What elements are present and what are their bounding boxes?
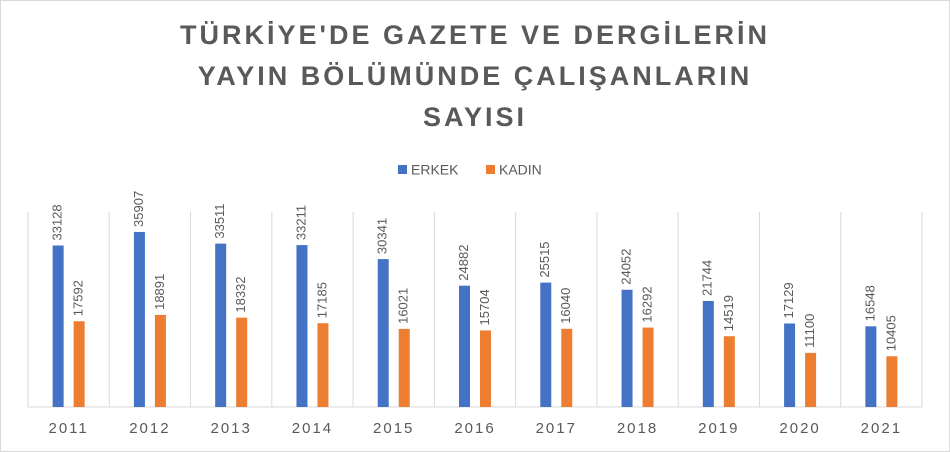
data-label: 33511 (212, 203, 227, 238)
bar (540, 282, 552, 407)
bar (296, 245, 308, 407)
bar (317, 323, 329, 407)
bar (133, 231, 145, 407)
bar (480, 330, 491, 407)
data-label: 17592 (71, 280, 86, 316)
bar (459, 285, 470, 407)
data-label: 25515 (537, 241, 552, 277)
data-label: 16021 (396, 288, 411, 324)
data-label: 16040 (558, 288, 573, 324)
x-tick-label: 2011 (49, 420, 89, 437)
x-tick-label: 2018 (617, 420, 658, 437)
data-label: 17185 (314, 282, 329, 318)
x-tick-label: 2014 (292, 420, 333, 437)
x-tick-label: 2012 (129, 420, 170, 437)
bar (805, 352, 817, 407)
legend-label: ERKEK (411, 162, 459, 178)
x-tick-label: 2013 (210, 420, 251, 437)
bar (215, 243, 227, 407)
data-label: 24882 (456, 245, 471, 281)
data-label: 30341 (375, 218, 390, 254)
data-label: 16292 (639, 286, 654, 322)
data-label: 11100 (802, 314, 817, 348)
data-label: 24052 (618, 249, 633, 285)
data-label: 15704 (477, 289, 492, 325)
bar (236, 317, 248, 407)
bar (865, 326, 877, 407)
bar (561, 328, 573, 407)
bar (723, 336, 735, 407)
bar (621, 289, 633, 407)
chart-title: TÜRKİYE'DE GAZETE VE DERGİLERİN (180, 20, 770, 50)
data-label: 10405 (883, 315, 898, 351)
legend-swatch (398, 165, 407, 174)
data-label: 33211 (293, 205, 308, 240)
data-label: 16548 (862, 285, 877, 321)
chart-title: SAYISI (423, 102, 527, 132)
x-tick-label: 2017 (536, 420, 577, 437)
data-label: 14519 (721, 295, 736, 331)
chart-title: YAYIN BÖLÜMÜNDE ÇALIŞANLARIN (198, 61, 753, 91)
bar (52, 245, 64, 407)
bar (886, 356, 898, 407)
bar (154, 314, 166, 407)
legend-label: KADIN (499, 162, 542, 178)
data-label: 18891 (152, 274, 167, 310)
x-tick-label: 2019 (698, 420, 739, 437)
bar (784, 323, 796, 407)
bar (642, 327, 654, 407)
data-label: 33128 (50, 204, 65, 240)
bar (377, 259, 389, 407)
x-tick-label: 2015 (373, 420, 414, 437)
data-label: 17129 (781, 282, 796, 318)
data-label: 18332 (233, 276, 248, 312)
bar (73, 321, 85, 407)
x-tick-label: 2020 (779, 420, 820, 437)
data-label: 35907 (131, 191, 146, 227)
legend-swatch (486, 165, 495, 174)
x-tick-label: 2016 (454, 420, 495, 437)
bar (398, 328, 410, 407)
x-tick-label: 2021 (861, 420, 902, 437)
bar (702, 300, 714, 407)
data-label: 21744 (700, 260, 715, 296)
